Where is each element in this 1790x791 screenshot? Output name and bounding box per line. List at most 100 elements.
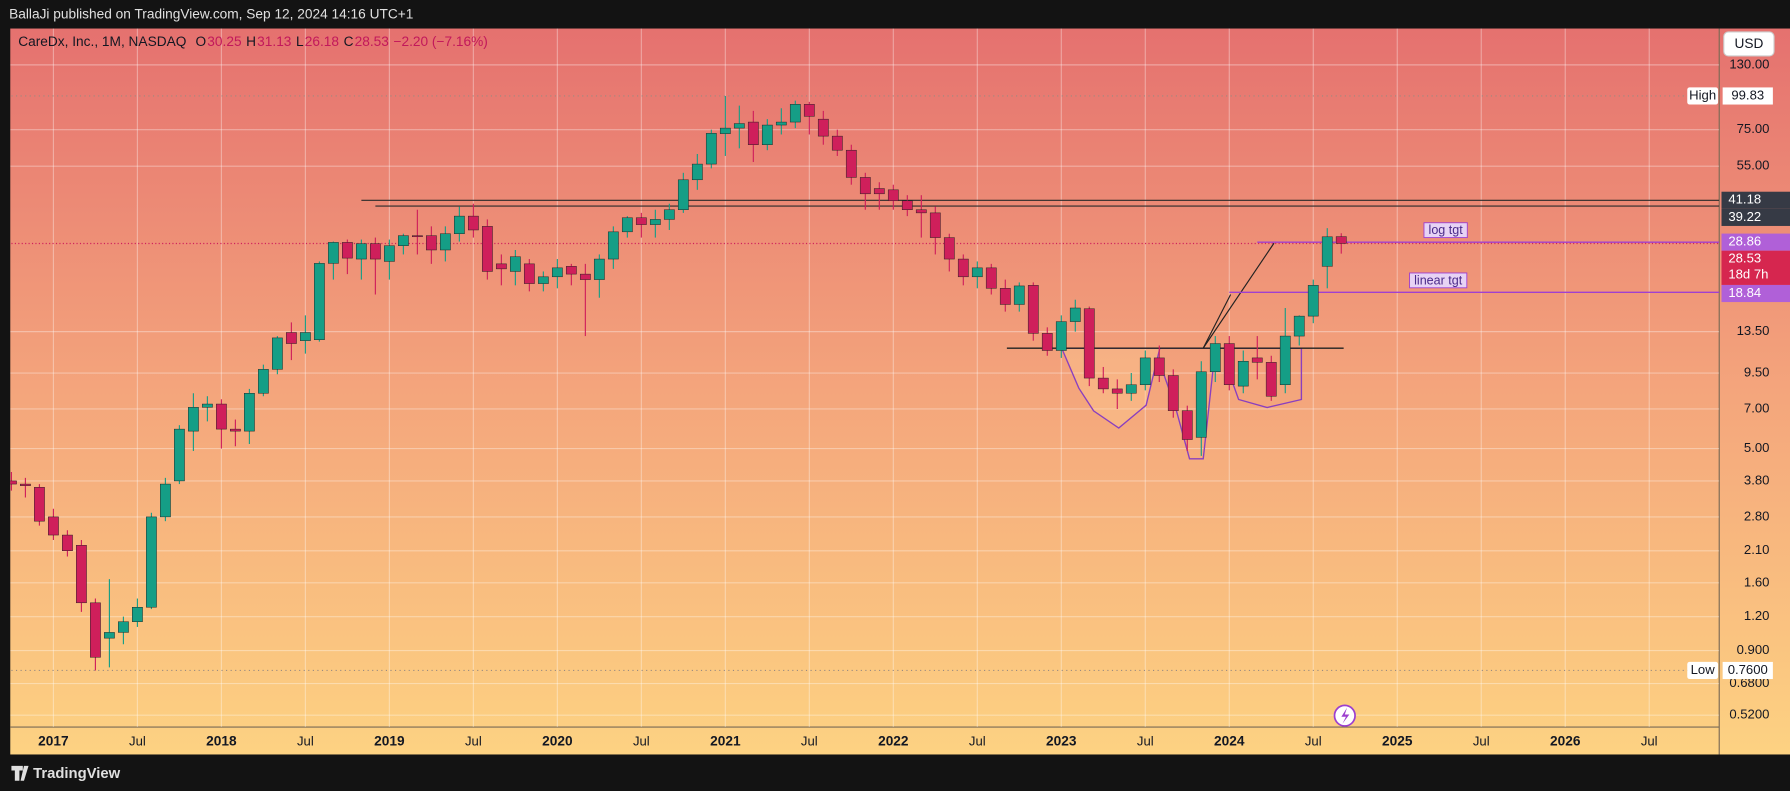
- projection-line: [1202, 242, 1275, 349]
- x-tick-label: Jul: [633, 733, 650, 748]
- x-tick-label: Jul: [1641, 733, 1658, 748]
- candle-body: [901, 200, 913, 210]
- candle-body: [691, 163, 703, 181]
- candle-body: [1293, 315, 1305, 337]
- candle-body: [873, 188, 885, 195]
- candle-body: [677, 179, 689, 210]
- candle-body: [719, 127, 731, 134]
- candle-body: [551, 267, 563, 278]
- grid: [10, 28, 1720, 728]
- candle-body: [831, 135, 843, 151]
- legend-ohlc-value: 26.18: [305, 34, 340, 49]
- price-tag: [1721, 250, 1790, 285]
- candle-body: [1069, 307, 1081, 322]
- x-tick-label: 2023: [1046, 734, 1077, 749]
- extreme-name: Low: [1691, 662, 1716, 677]
- candle-body: [579, 273, 591, 280]
- candle-body: [1139, 357, 1151, 385]
- candle-body: [1181, 410, 1193, 440]
- price-tag: [1721, 284, 1790, 303]
- x-tick-label: Jul: [465, 733, 482, 748]
- candle-body: [663, 209, 675, 220]
- x-tick-label: Jul: [969, 733, 986, 748]
- y-tick-label: 55.00: [1737, 158, 1770, 173]
- candle-body: [803, 104, 815, 117]
- candle-body: [90, 602, 101, 658]
- legend-ohlc-value: 31.13: [257, 34, 292, 49]
- x-tick-label: 2025: [1382, 734, 1413, 749]
- candle-body: [1265, 362, 1277, 397]
- candle-body: [48, 516, 59, 536]
- extreme-name: High: [1689, 87, 1716, 102]
- x-tick-label: 2024: [1214, 734, 1245, 749]
- candle-body: [20, 483, 31, 486]
- candle-body: [495, 263, 507, 270]
- legend-ohlc-key: H: [246, 34, 256, 49]
- candle-body: [537, 276, 549, 284]
- candle-body: [258, 369, 269, 394]
- candle-body: [356, 243, 367, 260]
- candle-body: [440, 233, 451, 251]
- price-tag-label: 28.53: [1728, 251, 1761, 266]
- target-name: log tgt: [1429, 223, 1464, 237]
- candle-body: [146, 516, 157, 608]
- y-tick-label: 7.00: [1744, 400, 1770, 415]
- candle-body: [342, 242, 353, 259]
- extreme-value-box: [1722, 87, 1773, 105]
- candle-body: [286, 332, 297, 344]
- candle-body: [202, 403, 213, 408]
- candle-body: [272, 337, 283, 370]
- price-tag: [1721, 233, 1790, 251]
- y-tick-label: 1.60: [1744, 574, 1770, 589]
- candle-body: [1321, 236, 1333, 267]
- candle-body: [887, 189, 899, 202]
- candle-body: [1307, 285, 1319, 317]
- candle-body: [467, 215, 479, 231]
- candle-body: [1041, 333, 1053, 351]
- legend-ohlc-key: C: [344, 34, 354, 49]
- brand: TradingView: [33, 766, 121, 782]
- candles: [10, 95, 1347, 671]
- candle-body: [649, 219, 661, 225]
- x-tick-label: 2021: [710, 734, 741, 749]
- candle-body: [607, 231, 619, 260]
- x-tick-label: 2020: [542, 734, 573, 749]
- candle-body: [244, 393, 255, 432]
- currency-button[interactable]: [1723, 31, 1775, 57]
- x-tick-label: Jul: [1305, 733, 1322, 748]
- y-tick-label: 75.00: [1737, 121, 1770, 136]
- target-name-box: [1409, 272, 1468, 289]
- legend-title: CareDx, Inc., 1M, NASDAQ: [18, 34, 186, 49]
- y-tick-label: 130.00: [1729, 56, 1769, 71]
- publisher-line: BallaJi published on TradingView.com, Se…: [9, 6, 413, 21]
- candle-body: [370, 243, 381, 260]
- cup-outline: [1061, 347, 1161, 429]
- candle-body: [10, 480, 17, 485]
- candle-body: [999, 288, 1011, 305]
- x-tick-label: 2022: [878, 734, 909, 749]
- x-tick-label: Jul: [1473, 733, 1490, 748]
- extreme-name-box: [1687, 87, 1719, 105]
- candle-body: [775, 121, 787, 126]
- candle-body: [971, 267, 983, 278]
- candle-body: [174, 428, 185, 482]
- candle-body: [398, 235, 409, 246]
- candle-body: [1335, 236, 1347, 244]
- candle-body: [62, 534, 73, 552]
- candle-body: [915, 209, 927, 214]
- price-tag-label: 28.86: [1728, 234, 1761, 249]
- x-tick-label: Jul: [1137, 733, 1154, 748]
- target-name-box: [1423, 222, 1468, 239]
- candle-body: [1125, 384, 1137, 394]
- currency[interactable]: USD: [1734, 36, 1763, 51]
- candle-body: [635, 217, 647, 225]
- price-tag-label: 39.22: [1728, 209, 1761, 224]
- y-tick-label: 0.900: [1737, 642, 1770, 657]
- candle-body: [1209, 343, 1221, 373]
- candle-body: [481, 226, 493, 272]
- candle-body: [943, 237, 955, 260]
- candle-body: [1083, 308, 1095, 379]
- candle-body: [160, 483, 171, 518]
- candle-body: [1153, 357, 1165, 376]
